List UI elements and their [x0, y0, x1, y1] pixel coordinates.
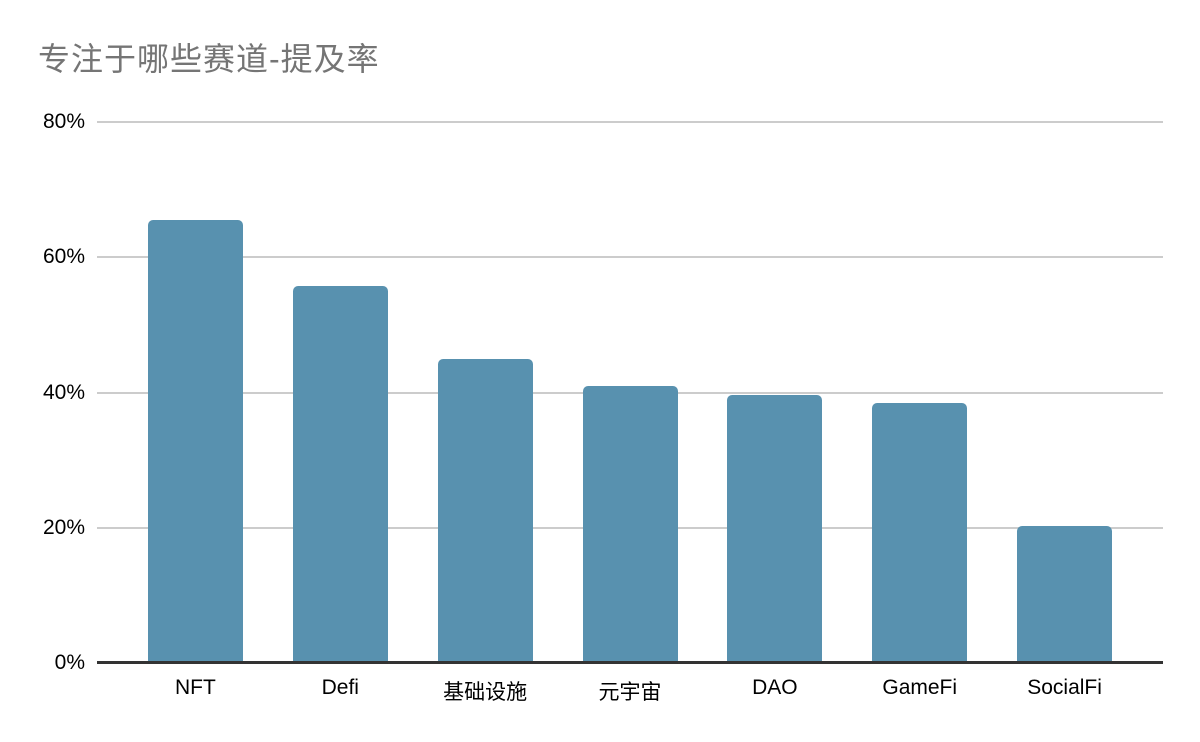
- band-DAO: [702, 122, 847, 663]
- bar-SocialFi[interactable]: [1017, 525, 1113, 663]
- x-tick-label-DAO: DAO: [752, 676, 798, 699]
- x-tick-label-GameFi: GameFi: [882, 676, 958, 699]
- gridline-80: [97, 121, 1163, 123]
- band-基础设施: [413, 122, 558, 663]
- plot-area: 80% 60% 40% 20% 0% NFT Defi 基础设施 元宇宙 DAO GameFi So…: [43, 110, 1163, 704]
- bar-NFT[interactable]: [147, 220, 243, 663]
- band-NFT: [123, 122, 268, 663]
- y-tick-label-40: 40%: [42, 380, 85, 404]
- bar-Defi[interactable]: [292, 285, 388, 663]
- y-tick-label-60: 60%: [42, 245, 85, 269]
- band-Defi: [268, 122, 413, 663]
- bar-基础设施[interactable]: [437, 358, 533, 663]
- x-axis-line: [97, 661, 1163, 664]
- band-元宇宙: [558, 122, 703, 663]
- x-axis-labels: NFT Defi 基础设施 元宇宙 DAO GameFi SocialFi: [123, 676, 1137, 706]
- x-tick-label-NFT: NFT: [175, 676, 216, 699]
- gridline-60: [97, 256, 1163, 259]
- bar-元宇宙[interactable]: [582, 386, 678, 663]
- y-tick-label-20: 20%: [42, 515, 85, 539]
- band-GameFi: [847, 122, 992, 663]
- bar-GameFi[interactable]: [872, 402, 968, 663]
- x-tick-label-Defi: Defi: [321, 676, 359, 699]
- chart-title: 专注于哪些赛道-提及率: [38, 41, 380, 77]
- bars-container: [123, 122, 1137, 663]
- band-SocialFi: [992, 122, 1137, 663]
- x-tick-label-元宇宙: 元宇宙: [598, 681, 662, 704]
- y-tick-label-0: 0%: [54, 651, 85, 674]
- bar-DAO[interactable]: [727, 395, 823, 663]
- x-tick-label-SocialFi: SocialFi: [1027, 676, 1102, 699]
- y-tick-label-80: 80%: [42, 110, 85, 133]
- x-tick-label-基础设施: 基础设施: [443, 681, 528, 704]
